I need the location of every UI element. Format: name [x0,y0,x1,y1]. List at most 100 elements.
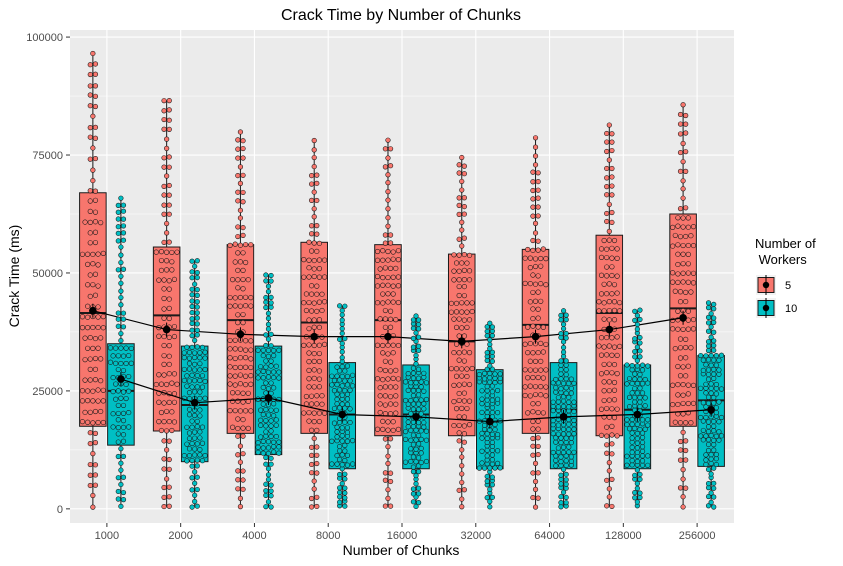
data-dot [410,365,417,371]
data-dot [484,409,490,416]
data-dot [598,291,605,297]
data-dot [100,419,106,426]
data-dot [192,263,198,269]
data-dot [393,367,399,373]
data-dot [227,364,233,370]
data-dot [387,368,394,374]
data-dot [558,472,564,478]
data-dot [166,126,172,132]
data-dot [344,438,351,444]
data-dot [566,421,572,427]
data-dot [532,460,539,466]
data-dot [453,324,460,330]
data-dot [319,307,325,314]
data-dot [538,392,544,398]
data-dot [677,373,684,379]
data-dot [672,345,678,352]
data-dot [118,467,124,473]
data-dot [334,434,340,440]
data-dot [115,402,121,409]
data-dot [189,333,195,339]
data-dot [235,452,241,458]
data-dot [339,433,345,439]
data-dot [705,447,712,454]
data-dot [606,228,612,234]
data-dot [418,428,424,434]
data-dot [227,294,233,301]
data-dot [540,375,546,381]
data-dot [535,195,541,201]
data-dot [522,392,528,399]
data-dot [558,499,564,506]
data-dot [604,503,610,509]
data-dot [711,338,717,344]
data-dot [390,375,396,381]
data-dot [309,495,315,502]
data-dot [522,341,528,347]
data-dot [459,463,465,469]
data-dot [92,188,99,194]
data-dot [268,504,274,510]
data-dot [263,272,269,278]
data-dot [385,189,391,195]
data-dot [120,424,127,430]
data-dot [273,433,279,440]
data-dot [161,116,167,123]
data-dot [382,436,388,442]
data-dot [192,361,198,367]
data-dot [243,347,249,353]
data-dot [459,471,465,477]
data-dot [540,410,546,416]
data-dot [423,428,430,434]
data-dot [639,448,646,454]
data-dot [609,245,615,251]
data-dot [568,454,574,460]
data-dot [316,418,323,425]
data-dot [558,312,564,318]
data-dot [380,291,386,297]
data-dot [611,415,618,421]
data-dot [385,460,391,467]
data-dot [606,157,612,163]
data-dot [484,350,490,356]
data-dot [265,369,272,375]
data-dot [568,439,574,446]
data-dot [95,387,101,393]
data-dot [677,149,684,156]
data-dot [380,248,386,254]
data-dot [629,416,635,423]
data-dot [314,444,320,450]
plot-area [79,50,725,510]
data-dot [459,405,465,411]
data-dot [387,240,394,246]
data-dot [273,407,279,413]
data-dot [192,281,198,287]
data-dot [563,458,569,464]
data-dot [161,484,167,491]
data-dot [240,468,246,474]
data-dot [558,435,564,441]
data-dot [611,397,618,403]
data-dot [385,351,391,357]
data-dot [410,486,417,492]
data-dot [331,388,338,394]
data-dot [632,336,638,342]
data-dot [677,447,684,453]
data-dot [169,259,175,265]
data-dot [683,336,689,342]
data-dot [342,495,348,501]
data-dot [632,308,638,314]
data-dot [92,430,99,436]
data-dot [711,428,717,434]
data-dot [240,232,246,238]
data-dot [350,383,356,389]
data-dot [390,419,396,425]
data-dot [718,414,725,421]
data-dot [614,406,620,412]
data-dot [675,271,681,277]
data-dot [385,155,391,161]
data-dot [410,401,417,407]
data-dot [156,277,162,283]
data-dot [120,310,127,316]
data-dot [268,363,274,369]
